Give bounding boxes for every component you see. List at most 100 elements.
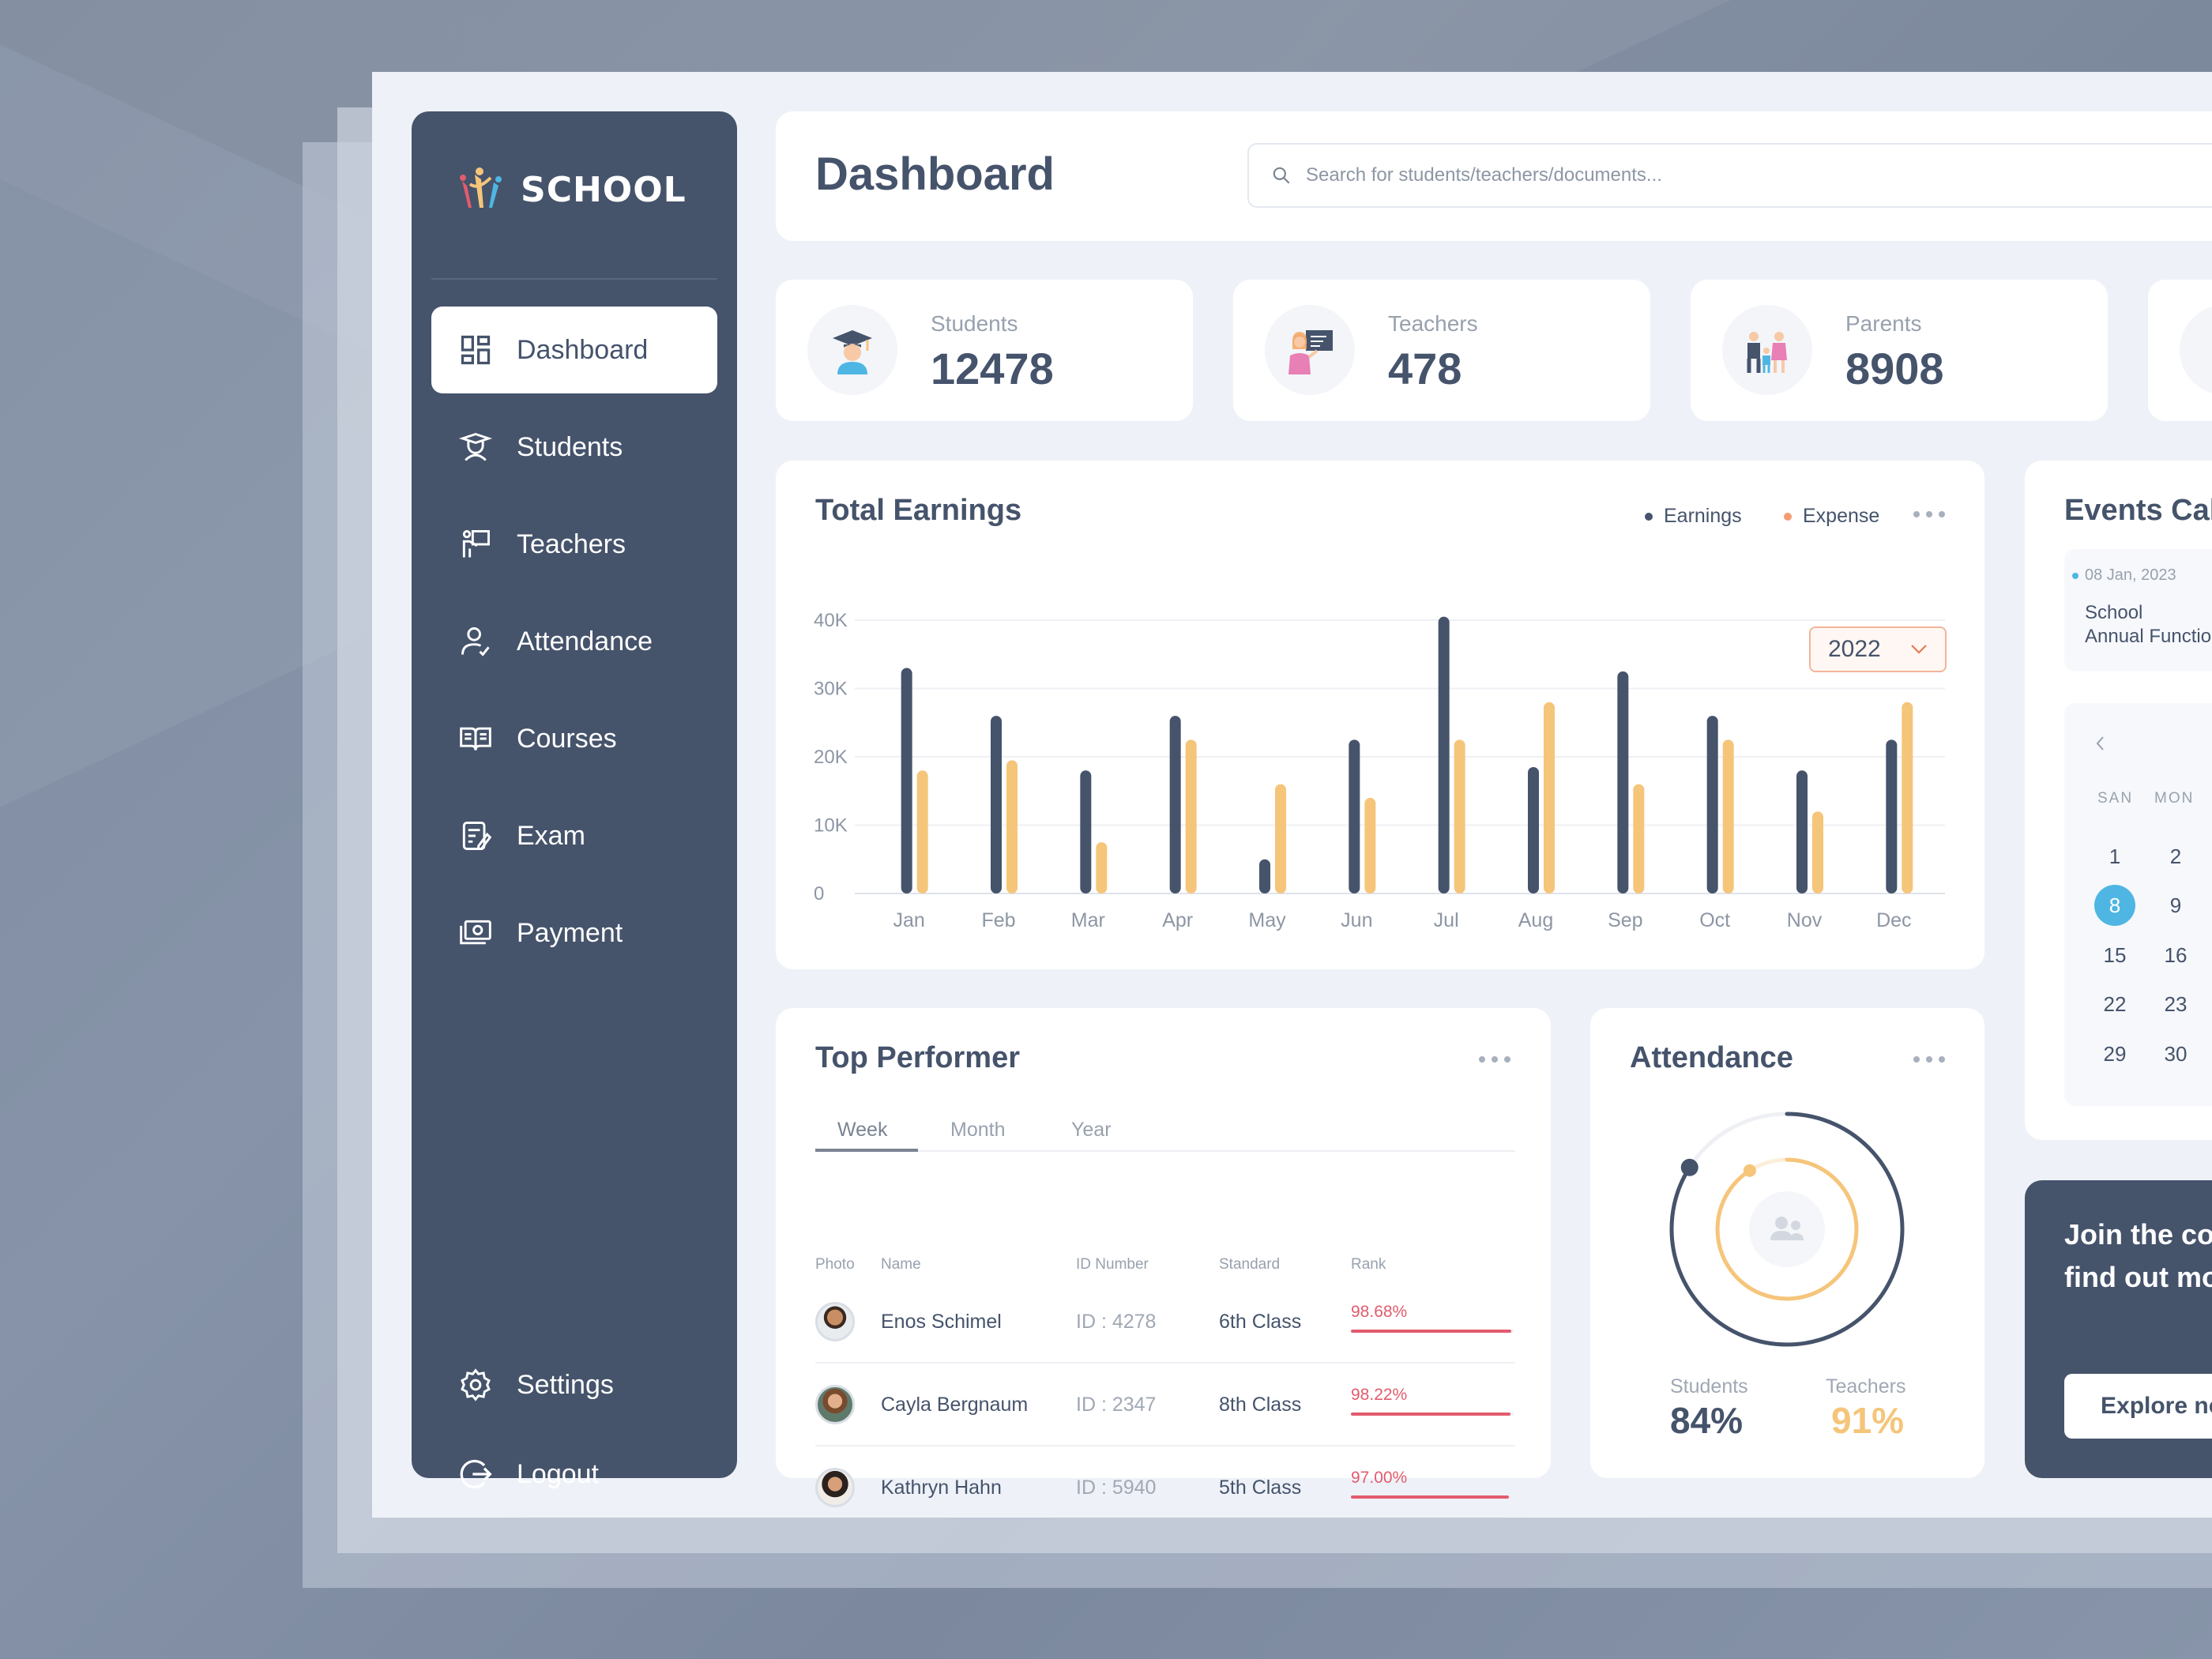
legend-expense: Expense [1784, 505, 1879, 528]
rank-bar-fill [1351, 1413, 1511, 1416]
year-select[interactable]: 2022 [1809, 626, 1947, 672]
sidebar-item-students[interactable]: Students [431, 404, 717, 491]
calendar-day[interactable]: 23 [2164, 991, 2188, 1016]
day-of-week: SAN [2097, 790, 2134, 807]
sidebar-item-label: Teachers [517, 529, 626, 559]
gear-icon [461, 1368, 491, 1401]
sidebar-item-payment[interactable]: Payment [431, 890, 717, 976]
payment-icon [460, 920, 491, 945]
exam-icon [462, 822, 492, 850]
teachers-ring [1715, 1157, 1859, 1301]
more-options-button[interactable] [1913, 511, 1945, 517]
bar-expense [1185, 739, 1197, 893]
sidebar-item-logout[interactable]: Logout [431, 1439, 717, 1510]
calendar-day[interactable]: 22 [2103, 991, 2127, 1016]
bar-earnings [1438, 616, 1450, 893]
calendar-day[interactable]: 16 [2164, 942, 2188, 967]
avatar [815, 1302, 855, 1341]
performer-id: ID : 2347 [1076, 1394, 1157, 1416]
sidebar-item-dashboard[interactable]: Dashboard [431, 307, 717, 393]
more-options-button[interactable] [1479, 1056, 1510, 1063]
students-ring-knob [1680, 1158, 1698, 1176]
performer-rank: 98.22% [1351, 1386, 1408, 1404]
table-row[interactable]: Enos Schimel ID : 4278 6th Class 98.68% [815, 1281, 1515, 1364]
sidebar-item-label: Students [517, 431, 623, 462]
stat-card-parents: Parents 8908 [1691, 280, 2108, 421]
y-tick-label: 40K [814, 610, 848, 631]
tab-week[interactable]: Week [837, 1119, 888, 1141]
performer-name: Cayla Bergnaum [881, 1394, 1029, 1416]
legend-earnings: Earnings [1645, 505, 1742, 528]
sidebar-item-label: Dashboard [517, 334, 649, 365]
top-performer-title: Top Performer [815, 1041, 1021, 1074]
column-header-standard: Standard [1219, 1256, 1281, 1273]
school-logo-icon [460, 167, 502, 208]
x-tick-label: Mar [1071, 909, 1105, 931]
bar-expense [1544, 702, 1555, 893]
more-options-button[interactable] [1913, 1056, 1945, 1063]
calendar-day[interactable]: 15 [2103, 942, 2127, 967]
event-title: School Annual Function [2085, 602, 2212, 647]
teacher-board-icon [1265, 305, 1355, 395]
earnings-title: Total Earnings [815, 494, 1022, 527]
brand-name: SCHOOL [521, 169, 687, 210]
events-title: Events Calendar [2064, 494, 2212, 527]
bar-expense [1902, 702, 1913, 893]
logo[interactable]: SCHOOL [456, 167, 687, 213]
table-row[interactable]: Cayla Bergnaum ID : 2347 8th Class 98.22… [815, 1364, 1515, 1446]
performer-id: ID : 4278 [1076, 1311, 1157, 1333]
calendar-day[interactable]: 2 [2169, 844, 2182, 868]
calendar-day-selected[interactable]: 8 [2094, 885, 2135, 926]
bar-earnings [1617, 671, 1629, 893]
stat-value: 478 [1388, 344, 1462, 393]
avatar [815, 1468, 855, 1507]
chevron-left-icon[interactable] [2094, 735, 2105, 752]
bar-expense [1454, 739, 1465, 893]
calendar-day[interactable]: 29 [2103, 1041, 2127, 1066]
tab-month[interactable]: Month [950, 1119, 1006, 1141]
sidebar-item-exam[interactable]: Exam [431, 792, 717, 879]
column-header-photo: Photo [815, 1256, 855, 1273]
ring-center [1749, 1191, 1825, 1267]
stat-value: 8908 [1845, 344, 1944, 393]
sidebar-item-settings[interactable]: Settings [431, 1341, 717, 1428]
sidebar-item-label: Attendance [517, 626, 653, 656]
search-icon [1273, 167, 1290, 184]
y-tick-label: 10K [814, 815, 848, 837]
search-input[interactable]: Search for students/teachers/documents..… [1247, 143, 2212, 208]
active-tab-indicator [815, 1149, 918, 1152]
tab-year[interactable]: Year [1071, 1119, 1112, 1141]
table-row[interactable]: Kathryn Hahn ID : 5940 5th Class 97.00% [815, 1446, 1515, 1518]
explore-button[interactable]: Explore now [2064, 1374, 2212, 1439]
students-label: Students [1670, 1375, 1748, 1398]
performer-standard: 6th Class [1219, 1311, 1302, 1333]
calendar: SAN MON 1 2 8 9 15 16 22 23 29 30 [2064, 703, 2212, 1106]
sidebar-item-attendance[interactable]: Attendance [431, 598, 717, 685]
legend-label: Earnings [1664, 505, 1742, 527]
year-value: 2022 [1828, 636, 1881, 662]
calendar-day[interactable]: 30 [2164, 1041, 2188, 1066]
bar-expense [1364, 797, 1376, 893]
day-of-week: MON [2154, 790, 2195, 807]
sidebar-item-label: Exam [517, 820, 585, 851]
event-item[interactable]: 08 Jan, 2023 School Annual Function [2064, 549, 2212, 672]
event-date: 08 Jan, 2023 [2085, 566, 2176, 584]
book-icon [460, 727, 491, 750]
x-tick-label: Jan [893, 909, 925, 931]
calendar-day[interactable]: 1 [2109, 844, 2121, 868]
sidebar-item-teachers[interactable]: Teachers [431, 501, 717, 588]
sidebar-item-label: Courses [517, 723, 617, 754]
x-tick-label: Jul [1434, 909, 1459, 931]
column-header-rank: Rank [1351, 1256, 1386, 1273]
calendar-day[interactable]: 9 [2169, 893, 2182, 917]
stat-value: 12478 [931, 344, 1054, 393]
stat-label: Students [931, 311, 1018, 336]
join-text: Join the community and find out more [2064, 1218, 2212, 1293]
group-icon [1770, 1217, 1804, 1240]
x-tick-label: Feb [981, 909, 1015, 931]
performer-standard: 5th Class [1219, 1477, 1302, 1499]
x-tick-label: Apr [1162, 909, 1193, 931]
legend-dot [1784, 512, 1792, 521]
sidebar-item-courses[interactable]: Courses [431, 695, 717, 782]
x-tick-label: May [1248, 909, 1286, 931]
